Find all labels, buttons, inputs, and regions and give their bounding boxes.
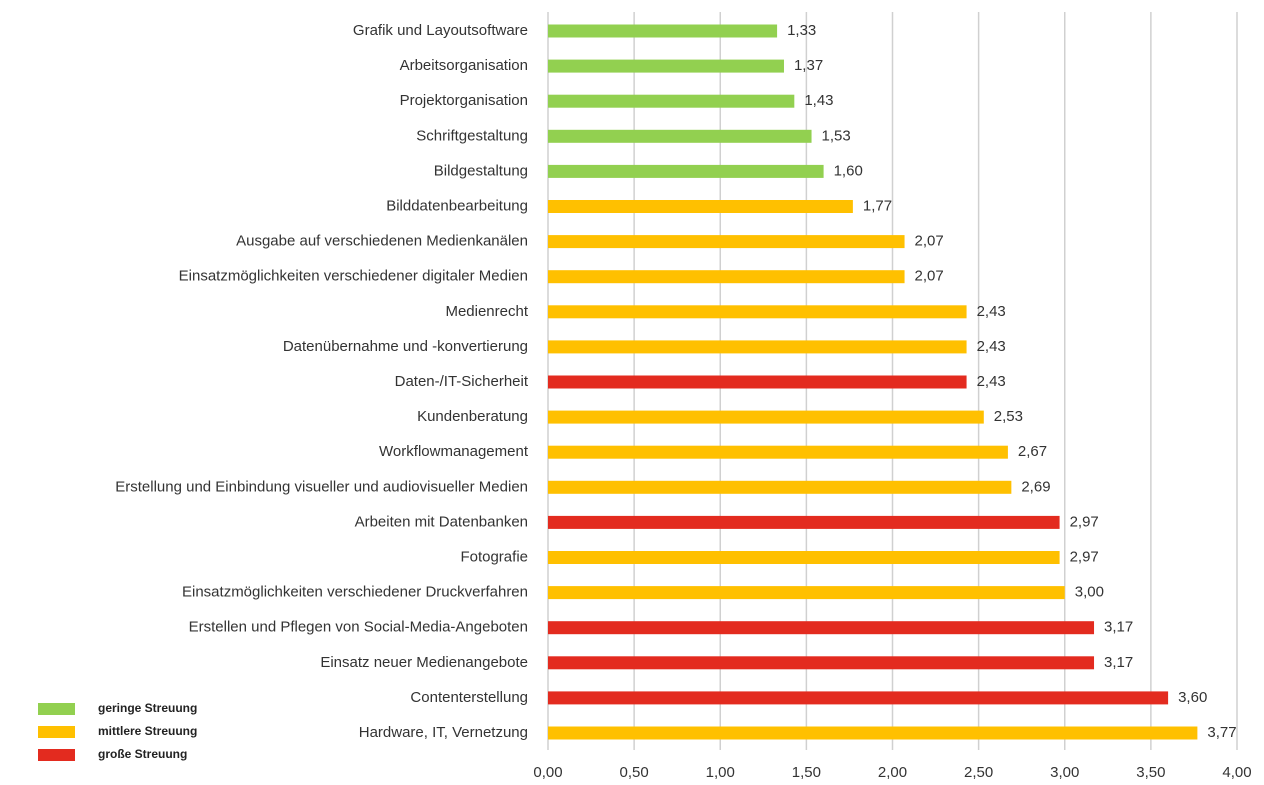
y-tick-label: Erstellung und Einbindung visueller und … (115, 478, 528, 495)
y-tick-label: Erstellen und Pflegen von Social-Media-A… (189, 619, 528, 636)
y-tick-label: Arbeitsorganisation (400, 57, 528, 74)
data-label: 2,67 (1018, 443, 1047, 460)
bar (548, 480, 1012, 494)
x-tick-label: 1,00 (706, 764, 735, 781)
data-label: 2,43 (977, 303, 1006, 320)
bar (548, 586, 1065, 600)
legend-swatch (38, 726, 75, 738)
data-label: 2,07 (915, 268, 944, 285)
bar (548, 24, 778, 38)
data-label: 3,17 (1104, 619, 1133, 636)
bar (548, 445, 1008, 459)
data-label: 1,43 (804, 92, 833, 109)
bar (548, 59, 784, 73)
bar (548, 94, 795, 108)
x-tick-label: 4,00 (1222, 764, 1251, 781)
bar (548, 656, 1095, 670)
bar (548, 375, 967, 389)
y-tick-label: Einsatz neuer Medienangebote (320, 654, 528, 671)
y-tick-label: Grafik und Layoutsoftware (353, 22, 528, 39)
y-tick-label: Einsatzmöglichkeiten verschiedener Druck… (182, 584, 528, 601)
bar (548, 200, 853, 213)
bar (548, 551, 1060, 564)
y-tick-label: Hardware, IT, Vernetzung (359, 724, 528, 741)
data-label: 3,00 (1075, 584, 1104, 601)
data-label: 3,60 (1178, 689, 1207, 706)
data-label: 2,43 (977, 338, 1006, 355)
bar (548, 691, 1169, 705)
data-label: 2,07 (915, 233, 944, 250)
data-label: 3,17 (1104, 654, 1133, 671)
bar (548, 340, 967, 354)
data-label: 3,77 (1207, 724, 1236, 741)
data-label: 2,43 (977, 373, 1006, 390)
y-tick-label: Daten-/IT-Sicherheit (395, 373, 529, 390)
y-tick-label: Projektorganisation (400, 92, 528, 109)
y-tick-label: Bildgestaltung (434, 162, 528, 179)
y-tick-label: Fotografie (460, 548, 528, 565)
data-label: 1,37 (794, 57, 823, 74)
bar (548, 235, 905, 249)
data-label: 1,53 (822, 127, 851, 144)
bar (548, 270, 905, 284)
legend-label: geringe Streuung (98, 701, 197, 715)
bar (548, 129, 812, 143)
bar (548, 410, 984, 424)
x-tick-label: 3,00 (1050, 764, 1079, 781)
data-label: 1,33 (787, 22, 816, 39)
x-tick-label: 1,50 (792, 764, 821, 781)
legend-swatch (38, 749, 75, 761)
data-label: 2,97 (1070, 513, 1099, 530)
x-tick-label: 2,00 (878, 764, 907, 781)
y-tick-label: Einsatzmöglichkeiten verschiedener digit… (179, 268, 528, 285)
x-tick-label: 0,50 (620, 764, 649, 781)
data-label: 1,77 (863, 197, 892, 214)
data-label: 2,69 (1021, 478, 1050, 495)
x-tick-label: 0,00 (533, 764, 562, 781)
y-tick-label: Schriftgestaltung (416, 127, 528, 144)
bar (548, 164, 824, 178)
x-tick-label: 3,50 (1136, 764, 1165, 781)
y-tick-label: Bilddatenbearbeitung (386, 197, 528, 214)
y-tick-label: Contenterstellung (410, 689, 528, 706)
bar (548, 621, 1095, 635)
legend-swatch (38, 703, 75, 715)
bar (548, 726, 1198, 740)
legend-label: mittlere Streuung (98, 724, 197, 738)
y-tick-label: Arbeiten mit Datenbanken (355, 513, 528, 530)
bar (548, 515, 1060, 529)
y-tick-label: Workflowmanagement (379, 443, 529, 460)
legend-label: große Streuung (98, 747, 187, 761)
data-label: 2,53 (994, 408, 1023, 425)
data-label: 2,97 (1070, 548, 1099, 565)
x-tick-label: 2,50 (964, 764, 993, 781)
data-label: 1,60 (834, 162, 863, 179)
bar (548, 305, 967, 319)
y-tick-label: Ausgabe auf verschiedenen Medienkanälen (236, 233, 528, 250)
y-tick-label: Datenübernahme und -konvertierung (283, 338, 528, 355)
y-tick-label: Kundenberatung (417, 408, 528, 425)
y-tick-label: Medienrecht (445, 303, 528, 320)
